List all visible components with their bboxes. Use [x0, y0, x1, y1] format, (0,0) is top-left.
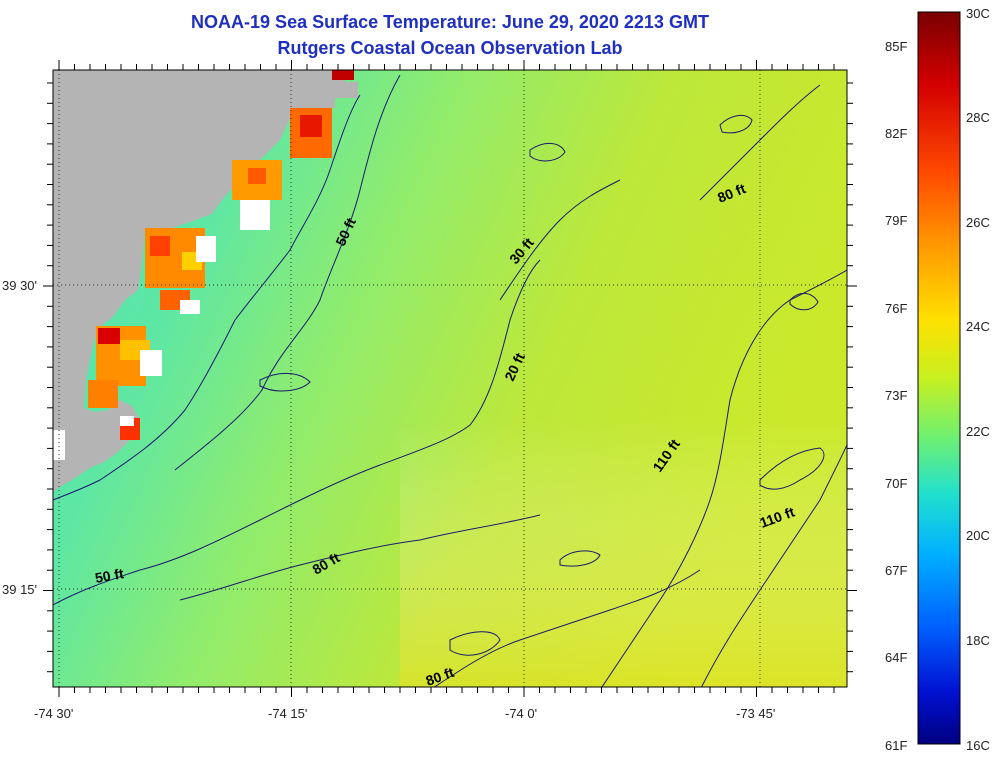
colorbar-f-label: 76F — [885, 301, 907, 316]
colorbar-c-label: 18C — [966, 633, 990, 648]
colorbar-f-label: 67F — [885, 563, 907, 578]
colorbar-f-label: 61F — [885, 738, 907, 753]
latitude-tick-label: 39 15' — [2, 582, 37, 597]
colorbar-f-label: 79F — [885, 213, 907, 228]
colorbar-f-label: 70F — [885, 476, 907, 491]
latitude-labels: 39 30' 39 15' — [2, 278, 37, 597]
map-frame — [52, 69, 848, 688]
longitude-tick-label: -74 0' — [505, 706, 537, 721]
colorbar-c-label: 24C — [966, 319, 990, 334]
colorbar-f-label: 85F — [885, 39, 907, 54]
colorbar-fahrenheit-labels: 85F 82F 79F 76F 73F 70F 67F 64F 61F — [885, 39, 907, 753]
warm-water-region — [400, 420, 847, 687]
colorbar-c-label: 28C — [966, 110, 990, 125]
colorbar-f-label: 73F — [885, 388, 907, 403]
colorbar-c-label: 30C — [966, 6, 990, 21]
colorbar-c-label: 26C — [966, 215, 990, 230]
graticule — [53, 70, 847, 687]
colorbar-c-label: 22C — [966, 424, 990, 439]
land-mass — [53, 70, 358, 492]
map-subtitle: Rutgers Coastal Ocean Observation Lab — [277, 38, 623, 58]
longitude-tick-label: -74 30' — [34, 706, 73, 721]
longitude-tick-label: -73 45' — [736, 706, 775, 721]
map-title: NOAA-19 Sea Surface Temperature: June 29… — [191, 12, 709, 32]
axis-ticks — [43, 60, 857, 697]
longitude-tick-label: -74 15' — [268, 706, 307, 721]
bathymetry-contours — [53, 74, 847, 687]
latitude-tick-label: 39 30' — [2, 278, 37, 293]
contour-label: 50 ft — [94, 565, 125, 586]
coastal-warm-pixels — [53, 70, 354, 460]
colorbar-celsius-labels: 30C 28C 26C 24C 22C 20C 18C 16C — [966, 6, 990, 753]
colorbar — [917, 11, 961, 745]
colorbar-c-label: 16C — [966, 738, 990, 753]
colorbar-f-label: 82F — [885, 126, 907, 141]
colorbar-c-label: 20C — [966, 528, 990, 543]
colorbar-f-label: 64F — [885, 650, 907, 665]
longitude-labels: -74 30' -74 15' -74 0' -73 45' — [34, 706, 775, 721]
